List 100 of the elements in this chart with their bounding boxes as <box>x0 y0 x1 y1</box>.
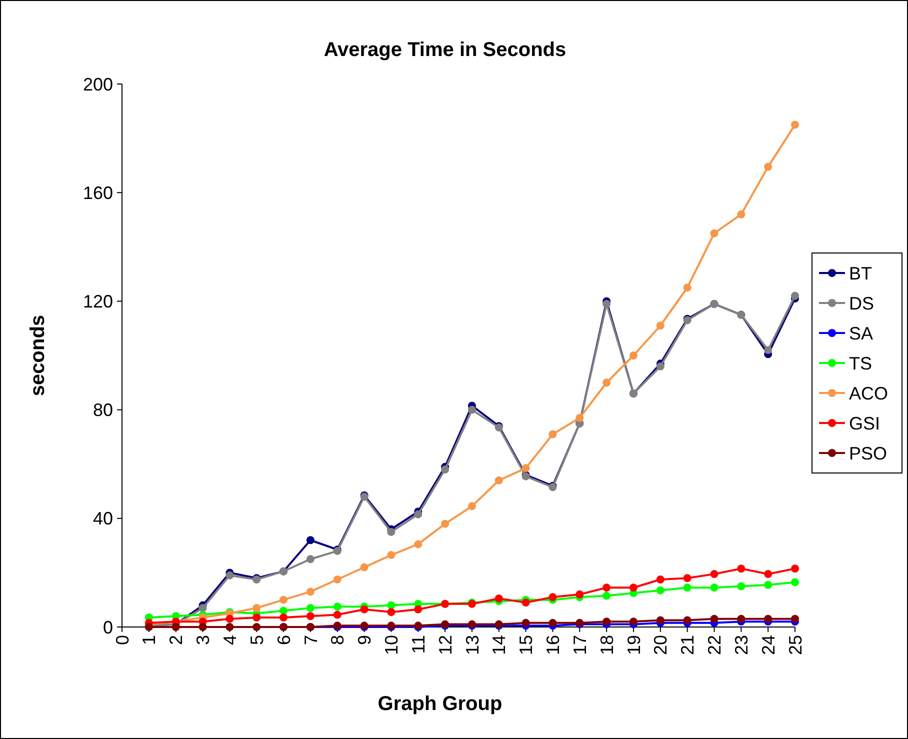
x-tick-label: 12 <box>435 635 456 656</box>
y-tick-label: 40 <box>92 508 113 529</box>
x-tick-label: 18 <box>596 635 617 656</box>
point <box>468 502 476 510</box>
point <box>791 120 799 129</box>
point <box>764 346 772 354</box>
legend-label: DS <box>849 293 874 314</box>
point <box>198 623 207 631</box>
point <box>360 605 368 614</box>
point <box>548 593 557 602</box>
point <box>280 596 288 604</box>
point <box>710 614 718 623</box>
x-tick-label: 6 <box>274 635 294 646</box>
point <box>629 618 638 626</box>
x-tick-label: 19 <box>624 635 644 656</box>
x-tick-label: 20 <box>650 635 671 656</box>
point <box>791 564 799 573</box>
point <box>737 564 746 573</box>
point <box>226 571 234 580</box>
point <box>387 528 396 536</box>
y-tick-label: 200 <box>82 74 113 94</box>
point <box>252 604 261 612</box>
x-tick-label: 25 <box>785 635 806 656</box>
point <box>629 584 638 592</box>
x-tick-label: 11 <box>408 635 428 654</box>
point <box>522 598 530 607</box>
point <box>791 578 799 586</box>
point <box>710 229 718 238</box>
point <box>360 563 368 572</box>
point <box>656 362 664 370</box>
point <box>306 536 314 544</box>
point <box>602 584 611 592</box>
point <box>198 604 207 612</box>
point <box>764 570 772 578</box>
point <box>629 352 638 360</box>
x-tick-label: 14 <box>489 635 510 656</box>
legend-label: PSO <box>849 443 888 464</box>
x-tick-label: 13 <box>462 635 482 656</box>
y-tick-label: 80 <box>92 400 113 420</box>
point <box>306 588 314 596</box>
point <box>252 613 261 622</box>
point <box>333 602 342 611</box>
point <box>683 574 692 582</box>
point <box>791 614 799 623</box>
point <box>656 586 664 594</box>
point <box>602 378 611 387</box>
point <box>494 594 503 602</box>
x-tick-label: 5 <box>246 635 267 646</box>
point <box>494 476 503 484</box>
x-tick-label: 2 <box>166 635 186 646</box>
point <box>468 406 476 414</box>
x-tick-label: 23 <box>731 635 752 656</box>
point <box>602 592 611 600</box>
x-tick-label: 21 <box>678 635 698 656</box>
point <box>602 300 611 308</box>
legend-label: SA <box>849 323 874 344</box>
x-tick-label: 17 <box>570 635 590 656</box>
point <box>226 614 234 623</box>
point <box>387 601 396 610</box>
y-tick-label: 120 <box>82 292 113 312</box>
x-tick-label: 16 <box>543 635 564 656</box>
chart-title: Average Time in Seconds <box>324 39 566 61</box>
point <box>764 614 772 623</box>
point <box>737 582 746 590</box>
x-tick-label: 10 <box>382 635 402 656</box>
point <box>306 612 314 620</box>
x-tick-label: 3 <box>193 635 214 646</box>
point <box>172 623 180 631</box>
point <box>576 590 584 598</box>
y-tick-label: 160 <box>82 182 113 203</box>
point <box>280 606 288 615</box>
point <box>441 520 450 528</box>
point <box>387 608 396 616</box>
point <box>387 551 396 560</box>
point <box>764 580 772 589</box>
point <box>683 616 692 624</box>
point <box>414 510 422 518</box>
legend-label: GSI <box>849 413 880 434</box>
point <box>414 540 422 548</box>
point <box>710 584 718 592</box>
point <box>280 613 288 622</box>
x-tick-label: 22 <box>704 635 725 656</box>
point <box>306 555 314 564</box>
x-tick-label: 9 <box>354 635 375 646</box>
point <box>602 618 611 626</box>
point <box>737 210 746 218</box>
y-axis-title: seconds <box>27 314 49 396</box>
point <box>737 614 746 623</box>
point <box>414 605 422 614</box>
point <box>522 464 530 472</box>
point <box>548 430 557 438</box>
point <box>306 604 314 612</box>
point <box>656 322 664 330</box>
x-tick-label: 24 <box>758 635 778 656</box>
x-tick-label: 1 <box>139 635 160 646</box>
legend-label: ACO <box>849 383 888 404</box>
point <box>791 292 799 300</box>
point <box>333 575 342 584</box>
point <box>548 618 557 627</box>
point <box>441 466 450 474</box>
